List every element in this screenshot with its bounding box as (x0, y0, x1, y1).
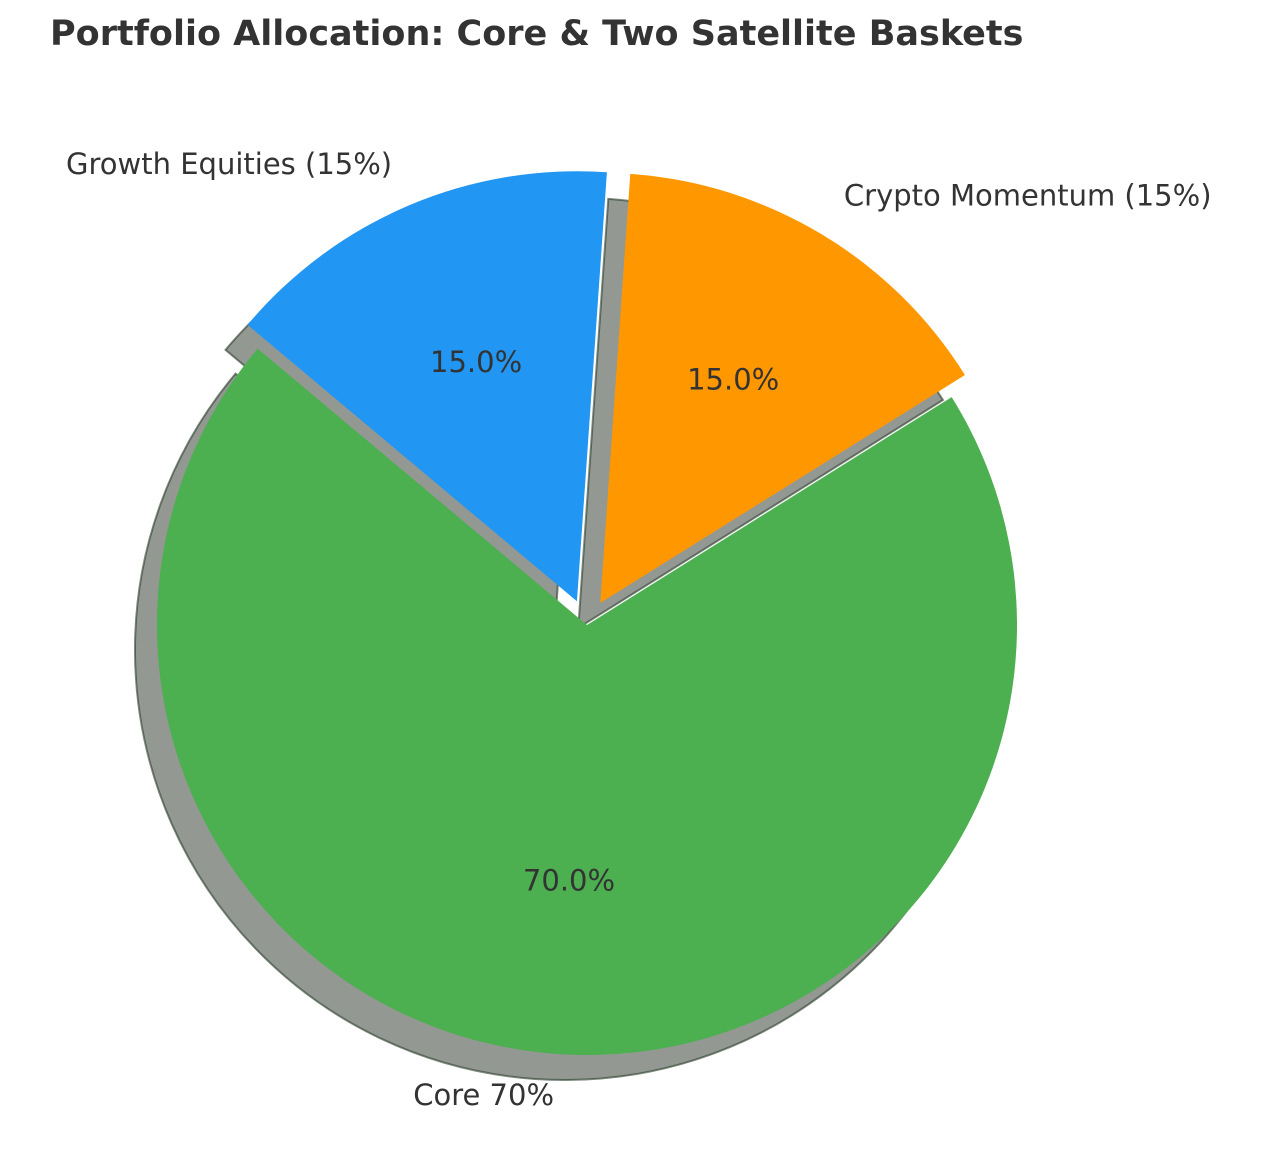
label-layer: Core 70% 70.0% Crypto Momentum (15%) 15.0% G… (66, 147, 1211, 1112)
pct-label-core-70: 70.0% (523, 863, 615, 897)
slice-label-growth-equities-15: Growth Equities (15%) (66, 147, 392, 181)
pie-slice-crypto-momentum-15 (600, 173, 965, 603)
slice-layer (157, 171, 1018, 1055)
pie-slice-core-70 (157, 348, 1018, 1055)
pct-label-crypto-momentum-15: 15.0% (687, 363, 779, 397)
slice-label-crypto-momentum-15: Crypto Momentum (15%) (844, 178, 1212, 212)
pct-label-growth-equities-15: 15.0% (430, 345, 522, 379)
chart-title: Portfolio Allocation: Core & Two Satelli… (50, 14, 1024, 54)
slice-label-core-70: Core 70% (413, 1078, 554, 1112)
pie-slice-growth-equities-15 (247, 171, 607, 602)
